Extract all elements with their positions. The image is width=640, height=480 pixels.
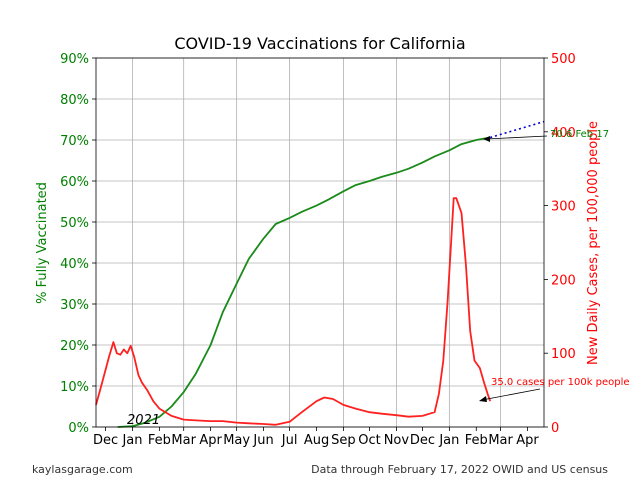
year-label: 2021 [127, 413, 160, 428]
annotation-layer: 70.6 Feb 17 35.0 cases per 100k people [479, 129, 630, 402]
cases-annotation-arrowhead [479, 396, 487, 402]
x-tick-label: Aug [304, 433, 329, 448]
cases-annotation: 35.0 cases per 100k people [491, 377, 630, 388]
left-tick-label: 30% [60, 298, 89, 313]
footer-right: Data through February 17, 2022 OWID and … [311, 463, 608, 476]
x-tick-label: Nov [384, 433, 410, 448]
x-tick-label: Jun [252, 433, 273, 448]
x-tick-label: Apr [516, 433, 539, 448]
x-tick-label: Dec [93, 433, 118, 448]
cases-annotation-arrow [481, 388, 541, 401]
left-tick-label: 20% [60, 339, 89, 354]
x-tick-label: Sep [331, 433, 356, 448]
footer-left: kaylasgarage.com [32, 463, 133, 476]
right-tick-label: 400 [551, 126, 576, 141]
left-tick-label: 40% [60, 257, 89, 272]
vaccinated-annotation: 70.6 Feb 17 [550, 129, 609, 140]
cases-line [95, 197, 492, 426]
left-tick-label: 80% [60, 93, 89, 108]
x-tick-label: Mar [488, 433, 513, 448]
left-tick-label: 90% [60, 52, 89, 67]
left-tick-label: 50% [60, 216, 89, 231]
left-tick-label: 60% [60, 175, 89, 190]
ticks-layer: Dec Jan Feb Mar Apr May Jun Jul Aug Sep Oct Nov Dec J… [60, 52, 576, 448]
x-tick-label: Feb [465, 433, 488, 448]
left-tick-label: 10% [60, 380, 89, 395]
x-tick-label: Feb [148, 433, 171, 448]
right-tick-label: 300 [551, 200, 576, 215]
series-layer [95, 120, 545, 428]
x-tick-label: Mar [171, 433, 196, 448]
right-tick-label: 200 [551, 273, 576, 288]
left-axis-label: % Fully Vaccinated [35, 182, 50, 304]
x-tick-label: Apr [199, 433, 222, 448]
x-tick-label: May [223, 433, 250, 448]
x-tick-label: Oct [358, 433, 380, 448]
left-tick-label: 70% [60, 134, 89, 149]
x-tick-label: Dec [410, 433, 435, 448]
projection-line [489, 120, 545, 139]
vaccinated-line [117, 136, 491, 428]
right-tick-label: 0 [551, 421, 559, 436]
vaccinated-annotation-arrowhead [483, 136, 490, 142]
right-tick-label: 500 [551, 52, 576, 67]
right-tick-label: 100 [551, 347, 576, 362]
x-tick-label: Jan [121, 433, 142, 448]
left-tick-label: 0% [68, 421, 89, 436]
plot-frame [95, 57, 545, 428]
x-tick-label: Jul [281, 433, 298, 448]
right-axis-label: New Daily Cases, per 100,000 people [586, 121, 601, 365]
vaccinated-annotation-arrow [485, 135, 548, 140]
x-tick-label: Jan [438, 433, 459, 448]
chart-title: COVID-19 Vaccinations for California [174, 34, 465, 53]
grid-layer [96, 57, 544, 428]
